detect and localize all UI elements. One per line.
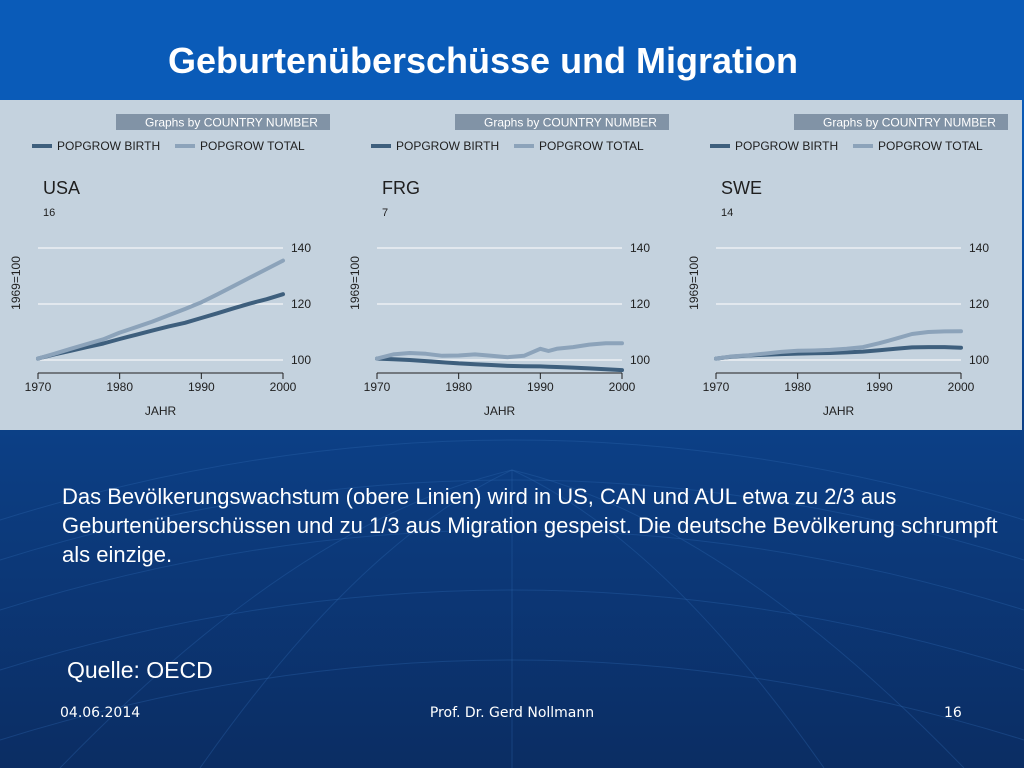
panel-subtitle: 7 — [382, 207, 388, 219]
legend-label: POPGROW BIRTH — [735, 139, 838, 153]
footer-page-number: 16 — [944, 705, 962, 721]
panel-subtitle: 14 — [721, 207, 733, 219]
y-tick-label: 120 — [630, 297, 650, 311]
series-line-total — [36, 258, 285, 361]
chart-panel-usa: Graphs by COUNTRY NUMBER POPGROW BIRTH POP… — [9, 114, 330, 418]
slide-caption: Das Bevölkerungswachstum (obere Linien) … — [62, 484, 998, 567]
x-axis-label: JAHR — [484, 404, 516, 418]
y-axis-label: 1969=100 — [687, 256, 701, 310]
chart-panel-frg: Graphs by COUNTRY NUMBER POPGROW BIRTH POP… — [348, 114, 669, 418]
legend-label: POPGROW TOTAL — [878, 139, 983, 153]
country-charts: Graphs by COUNTRY NUMBER POPGROW BIRTH POP… — [9, 114, 1008, 418]
x-tick-label: 1980 — [445, 380, 472, 394]
x-tick-label: 1970 — [364, 380, 391, 394]
slide-title: Geburtenüberschüsse und Migration — [167, 40, 799, 81]
y-axis-label: 1969=100 — [9, 256, 23, 310]
footer-date: 04.06.2014 — [60, 705, 141, 721]
y-tick-label: 140 — [291, 241, 311, 255]
graphs-by-label: Graphs by COUNTRY NUMBER — [145, 116, 318, 130]
x-tick-label: 1990 — [866, 380, 893, 394]
x-axis-label: JAHR — [823, 404, 855, 418]
legend-label: POPGROW TOTAL — [200, 139, 305, 153]
y-tick-label: 140 — [630, 241, 650, 255]
source-note: Quelle: OECD — [67, 657, 213, 683]
y-tick-label: 140 — [969, 241, 989, 255]
footer-author: Prof. Dr. Gerd Nollmann — [429, 705, 595, 721]
y-tick-label: 120 — [969, 297, 989, 311]
y-tick-label: 120 — [291, 297, 311, 311]
panel-title: FRG — [382, 178, 420, 198]
x-tick-label: 1970 — [25, 380, 52, 394]
series-line-total — [375, 341, 624, 361]
x-tick-label: 2000 — [609, 380, 636, 394]
graphs-by-label: Graphs by COUNTRY NUMBER — [823, 116, 996, 130]
chart-panel-swe: Graphs by COUNTRY NUMBER POPGROW BIRTH POP… — [687, 114, 1008, 418]
legend-label: POPGROW BIRTH — [396, 139, 499, 153]
panel-title: USA — [43, 178, 80, 198]
x-axis-label: JAHR — [145, 404, 177, 418]
x-tick-label: 1980 — [106, 380, 133, 394]
panel-title: SWE — [721, 178, 762, 198]
x-tick-label: 2000 — [270, 380, 297, 394]
y-tick-label: 100 — [291, 353, 311, 367]
graphs-by-header — [794, 114, 1008, 130]
x-tick-label: 1990 — [188, 380, 215, 394]
graphs-by-label: Graphs by COUNTRY NUMBER — [484, 116, 657, 130]
series-line-birth — [36, 292, 285, 361]
x-tick-label: 1970 — [703, 380, 730, 394]
y-tick-label: 100 — [630, 353, 650, 367]
legend-label: POPGROW TOTAL — [539, 139, 644, 153]
y-tick-label: 100 — [969, 353, 989, 367]
graphs-by-header — [116, 114, 330, 130]
series-line-birth — [375, 356, 624, 373]
graphs-by-header — [455, 114, 669, 130]
x-tick-label: 1990 — [527, 380, 554, 394]
x-tick-label: 2000 — [948, 380, 975, 394]
x-tick-label: 1980 — [784, 380, 811, 394]
legend-label: POPGROW BIRTH — [57, 139, 160, 153]
y-axis-label: 1969=100 — [348, 256, 362, 310]
series-line-total — [714, 329, 963, 361]
panel-subtitle: 16 — [43, 207, 55, 219]
chart-figure: Graphs by COUNTRY NUMBER POPGROW BIRTH POP… — [0, 100, 1022, 430]
